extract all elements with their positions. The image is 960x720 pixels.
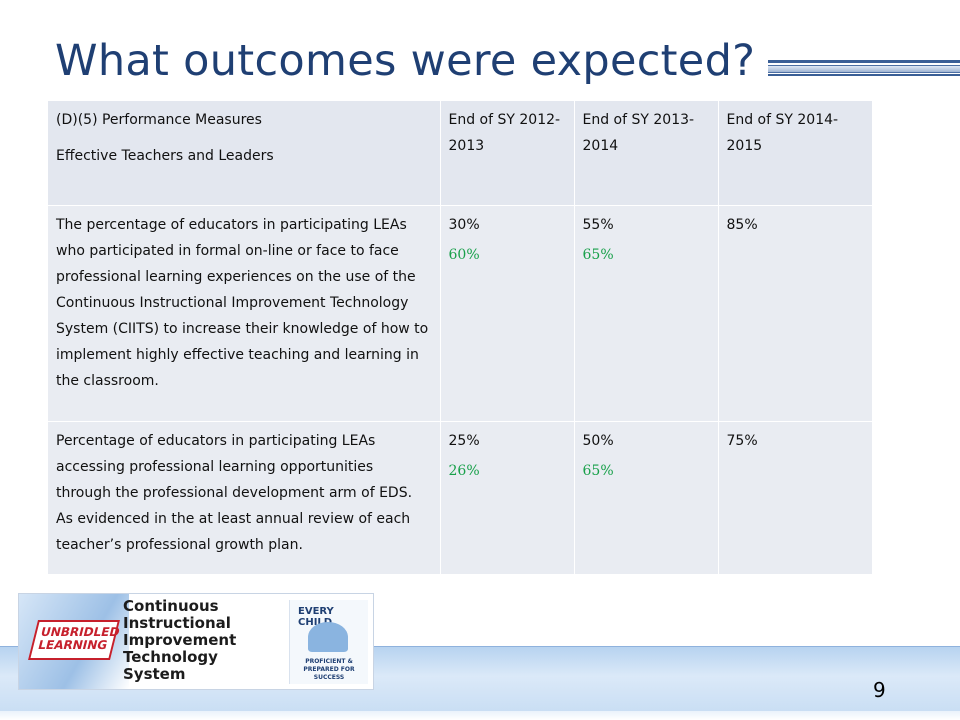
every-child-seal: EVERY CHILD PROFICIENT & PREPARED FOR SU… [289, 600, 368, 684]
footer-edge [0, 711, 960, 720]
page-number: 9 [873, 678, 886, 702]
header-col-2014-2015: End of SY 2014-2015 [718, 101, 873, 206]
measure-description: Percentage of educators in participating… [48, 421, 441, 575]
slide-title: What outcomes were expected? [55, 36, 756, 86]
kentucky-figure-icon [308, 622, 348, 652]
header-col-2013-2014: End of SY 2013-2014 [574, 101, 719, 206]
actual-value: 65% [582, 247, 614, 263]
performance-measures-table: (D)(5) Performance Measures Effective Te… [48, 101, 873, 575]
actual-value: 26% [448, 463, 480, 479]
measure-description: The percentage of educators in participa… [48, 205, 441, 422]
header-measure-subtitle: Effective Teachers and Leaders [56, 148, 274, 164]
target-value: 25% [448, 433, 480, 449]
actual-value: 60% [448, 247, 480, 263]
value-cell-2013-2014: 50% 65% [574, 421, 719, 575]
target-value: 55% [582, 217, 614, 233]
value-cell-2012-2013: 30% 60% [440, 205, 575, 422]
ciits-logo: UNBRIDLED LEARNING Continuous Instructio… [18, 593, 374, 690]
table-row: Percentage of educators in participating… [48, 421, 873, 575]
target-value: 85% [726, 217, 758, 233]
target-value: 75% [726, 433, 758, 449]
logo-wordmark: Continuous Instructional Improvement Tec… [123, 597, 237, 683]
header-measure-cell: (D)(5) Performance Measures Effective Te… [48, 101, 441, 206]
title-accent-bar [768, 60, 960, 76]
value-cell-2014-2015: 85% [718, 205, 873, 422]
target-value: 50% [582, 433, 614, 449]
header-col-2012-2013: End of SY 2012-2013 [440, 101, 575, 206]
actual-value: 65% [582, 463, 614, 479]
header-measure-title: (D)(5) Performance Measures [56, 112, 262, 128]
value-cell-2014-2015: 75% [718, 421, 873, 575]
table-header-row: (D)(5) Performance Measures Effective Te… [48, 101, 873, 206]
target-value: 30% [448, 217, 480, 233]
table-row: The percentage of educators in participa… [48, 205, 873, 422]
unbridled-learning-badge: UNBRIDLED LEARNING [28, 620, 121, 660]
value-cell-2013-2014: 55% 65% [574, 205, 719, 422]
value-cell-2012-2013: 25% 26% [440, 421, 575, 575]
